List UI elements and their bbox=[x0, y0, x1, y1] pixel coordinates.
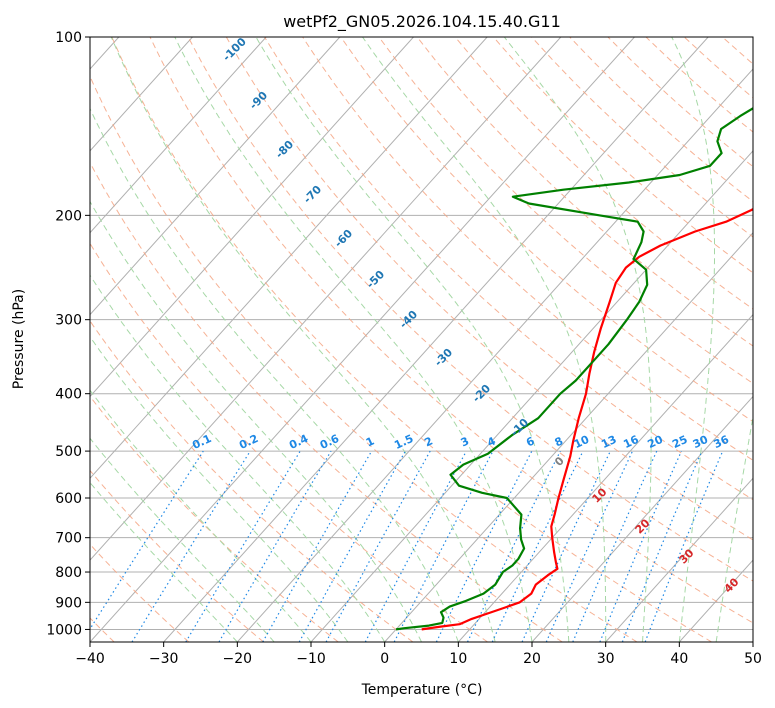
mixing-ratio-line bbox=[491, 450, 584, 642]
mixing-ratio-line bbox=[131, 450, 251, 642]
moist-adiabat-line bbox=[671, 37, 715, 642]
dry-adiabat-line bbox=[90, 469, 264, 642]
grid-layer bbox=[90, 37, 753, 642]
axis-layer: −40 −30 −20 −10 0 10 20 30 40 50 1000 900 800 700 600 5… bbox=[46, 30, 762, 667]
dry-adiabat-line bbox=[111, 37, 712, 642]
y-tick-label: 700 bbox=[55, 531, 82, 547]
x-axis-label: Temperature (°C) bbox=[361, 682, 483, 698]
y-axis-label: Pressure (hPa) bbox=[11, 289, 27, 389]
isotherm-line bbox=[531, 395, 753, 642]
y-tick-label: 300 bbox=[55, 313, 82, 329]
mixing-ratio-line bbox=[325, 450, 431, 642]
moist-adiabat-line bbox=[90, 200, 422, 642]
isotherm-line bbox=[90, 37, 635, 642]
mixing-ratio-line bbox=[185, 450, 301, 642]
mixing-ratio-label: 13 bbox=[599, 433, 618, 451]
dry-adiabat-line bbox=[149, 37, 753, 624]
x-tick-label: 10 bbox=[449, 651, 467, 667]
dewpoint-line bbox=[395, 107, 753, 631]
moist-adiabat-line bbox=[90, 107, 459, 642]
isotherm-line bbox=[457, 313, 753, 642]
y-tick-label: 400 bbox=[55, 387, 82, 403]
isotherm-line bbox=[90, 37, 341, 316]
y-tick-label: 600 bbox=[55, 491, 82, 507]
mixing-ratio-line bbox=[364, 450, 467, 642]
y-tick-label: 900 bbox=[55, 595, 82, 611]
mixing-ratio-label: 16 bbox=[621, 433, 641, 451]
moist-adiabat-line bbox=[90, 389, 312, 642]
mixing-ratio-line bbox=[466, 450, 561, 642]
isotherm-line bbox=[90, 37, 193, 152]
temperature-line bbox=[421, 207, 753, 631]
y-tick-label: 500 bbox=[55, 444, 82, 460]
data-layer bbox=[395, 107, 753, 631]
mixing-ratio-label: 10 bbox=[572, 433, 592, 451]
x-tick-label: −20 bbox=[223, 651, 253, 667]
x-tick-label: 40 bbox=[670, 651, 688, 667]
dry-adiabat-line bbox=[90, 320, 414, 642]
y-tick-label: 100 bbox=[55, 30, 82, 46]
dry-adiabat-line bbox=[90, 543, 190, 642]
isotherm-line bbox=[605, 477, 753, 642]
mixing-ratio-label: 36 bbox=[712, 433, 732, 451]
isotherm-line bbox=[90, 37, 267, 234]
mixing-ratio-label: 25 bbox=[670, 433, 689, 451]
isotherm-line bbox=[90, 37, 488, 480]
moist-adiabat-line bbox=[90, 437, 275, 642]
dry-adiabat-line bbox=[90, 242, 488, 642]
moist-adiabat-line bbox=[715, 414, 753, 642]
mixing-ratio-label: 30 bbox=[691, 433, 711, 451]
isotherm-line bbox=[90, 37, 414, 398]
moist-adiabat-line bbox=[362, 37, 607, 642]
isotherm-line bbox=[384, 231, 753, 642]
x-tick-label: 30 bbox=[597, 651, 615, 667]
isotherm-line bbox=[90, 37, 562, 561]
moist-adiabat-line bbox=[503, 37, 652, 642]
dry-adiabat-line bbox=[416, 37, 753, 347]
mixing-ratio-label: 20 bbox=[646, 433, 666, 451]
moist-adiabat-line bbox=[90, 335, 349, 642]
plot-frame bbox=[89, 36, 754, 643]
x-tick-label: 50 bbox=[744, 651, 762, 667]
moist-adiabat-line bbox=[255, 37, 570, 642]
x-tick-label: 0 bbox=[380, 651, 389, 667]
chart-title: wetPf2_GN05.2026.104.15.40.G11 bbox=[283, 12, 561, 32]
y-tick-label: 800 bbox=[55, 565, 82, 581]
x-tick-label: −30 bbox=[149, 651, 179, 667]
dry-adiabat-line bbox=[90, 161, 563, 642]
y-tick-label: 1000 bbox=[46, 622, 82, 638]
moist-adiabat-line bbox=[90, 274, 386, 642]
isotherm-line bbox=[236, 68, 753, 642]
isotherm-line bbox=[310, 150, 753, 642]
x-tick-label: −40 bbox=[75, 651, 105, 667]
x-tick-label: −10 bbox=[296, 651, 326, 667]
dry-adiabat-line bbox=[90, 395, 339, 642]
moist-adiabat-line bbox=[90, 481, 238, 642]
x-tick-label: 20 bbox=[523, 651, 541, 667]
y-tick-label: 200 bbox=[55, 208, 82, 224]
mixing-ratio-line bbox=[90, 450, 204, 631]
isotherm-line bbox=[163, 37, 709, 642]
mixing-ratio-line bbox=[218, 450, 332, 642]
moist-adiabat-line bbox=[110, 37, 496, 642]
